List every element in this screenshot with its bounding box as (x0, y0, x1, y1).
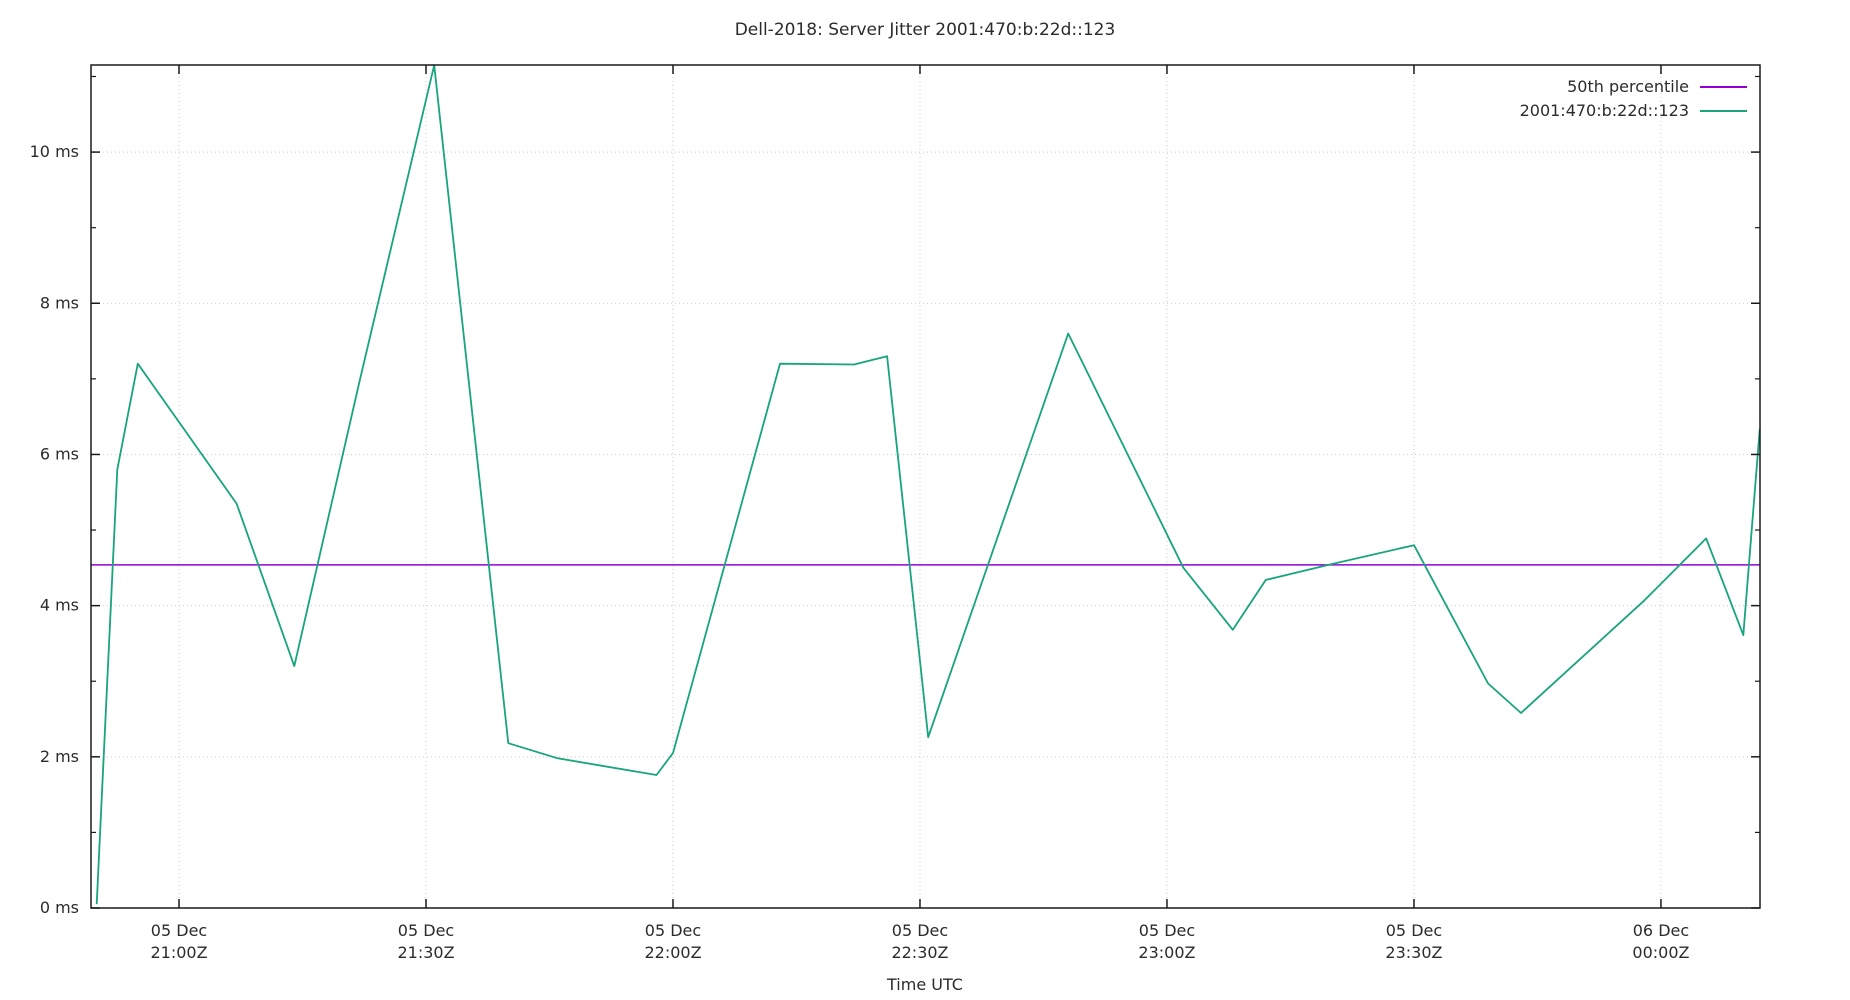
legend-item-host: 2001:470:b:22d::123 (1520, 101, 1747, 120)
y-tick-label: 2 ms (40, 747, 79, 766)
legend-label-host: 2001:470:b:22d::123 (1519, 101, 1689, 120)
x-tick-label-time: 23:30Z (1385, 943, 1442, 962)
x-tick-label-date: 06 Dec (1633, 921, 1689, 940)
jitter-line-swatch (1700, 109, 1747, 112)
percentile-line-swatch (1700, 85, 1747, 88)
x-tick-label-time: 21:30Z (397, 943, 454, 962)
jitter-line (95, 64, 1761, 905)
legend-label-percentile: 50th percentile (1567, 77, 1689, 96)
x-tick-label-date: 05 Dec (1386, 921, 1442, 940)
x-tick-label-date: 05 Dec (398, 921, 454, 940)
x-tick-label-date: 05 Dec (1139, 921, 1195, 940)
x-tick-label-time: 23:00Z (1138, 943, 1195, 962)
x-tick-label-date: 05 Dec (892, 921, 948, 940)
plot-border (90, 64, 1761, 909)
y-tick-label: 0 ms (40, 898, 79, 917)
legend-item-percentile: 50th percentile (1520, 77, 1747, 96)
y-tick-label: 8 ms (40, 293, 79, 312)
y-tick-label: 10 ms (30, 142, 79, 161)
y-tick-label: 6 ms (40, 444, 79, 463)
legend: 50th percentile 2001:470:b:22d::123 (1520, 77, 1747, 120)
x-axis-title: Time UTC (887, 975, 963, 994)
x-tick-label-date: 05 Dec (645, 921, 701, 940)
x-tick-label-time: 22:00Z (644, 943, 701, 962)
y-tick-label: 4 ms (40, 596, 79, 615)
x-tick-label-time: 00:00Z (1632, 943, 1689, 962)
x-tick-label-date: 05 Dec (151, 921, 207, 940)
chart-title: Dell-2018: Server Jitter 2001:470:b:22d:… (734, 20, 1116, 40)
x-tick-label-time: 22:30Z (891, 943, 948, 962)
x-tick-label-time: 21:00Z (150, 943, 207, 962)
